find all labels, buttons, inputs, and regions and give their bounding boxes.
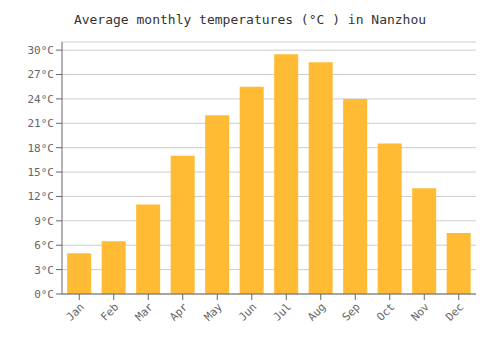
svg-text:Apr: Apr: [167, 300, 191, 324]
svg-text:9°C: 9°C: [34, 215, 54, 228]
svg-text:Jul: Jul: [271, 300, 294, 323]
svg-text:21°C: 21°C: [28, 117, 55, 130]
svg-text:May: May: [202, 300, 226, 324]
svg-text:27°C: 27°C: [28, 68, 55, 81]
svg-text:Mar: Mar: [133, 300, 157, 324]
svg-text:24°C: 24°C: [28, 93, 55, 106]
svg-text:Oct: Oct: [374, 300, 397, 323]
svg-text:Nov: Nov: [409, 300, 433, 324]
svg-text:Aug: Aug: [305, 300, 328, 323]
svg-text:Jan: Jan: [64, 300, 87, 323]
svg-text:Sep: Sep: [340, 300, 363, 323]
svg-text:12°C: 12°C: [28, 190, 55, 203]
svg-text:Jun: Jun: [236, 300, 259, 323]
svg-text:0°C: 0°C: [34, 288, 54, 301]
svg-text:15°C: 15°C: [28, 166, 55, 179]
html-text:Average monthly temperatures (: Average monthly temperatures (°C ) in Na…: [73, 12, 427, 27]
svg-text:Feb: Feb: [98, 300, 121, 323]
svg-text:3°C: 3°C: [34, 264, 54, 277]
svg-text:18°C: 18°C: [28, 142, 55, 155]
svg-text:6°C: 6°C: [34, 239, 54, 252]
svg-text:30°C: 30°C: [28, 44, 55, 57]
svg-text:Dec: Dec: [443, 300, 466, 323]
